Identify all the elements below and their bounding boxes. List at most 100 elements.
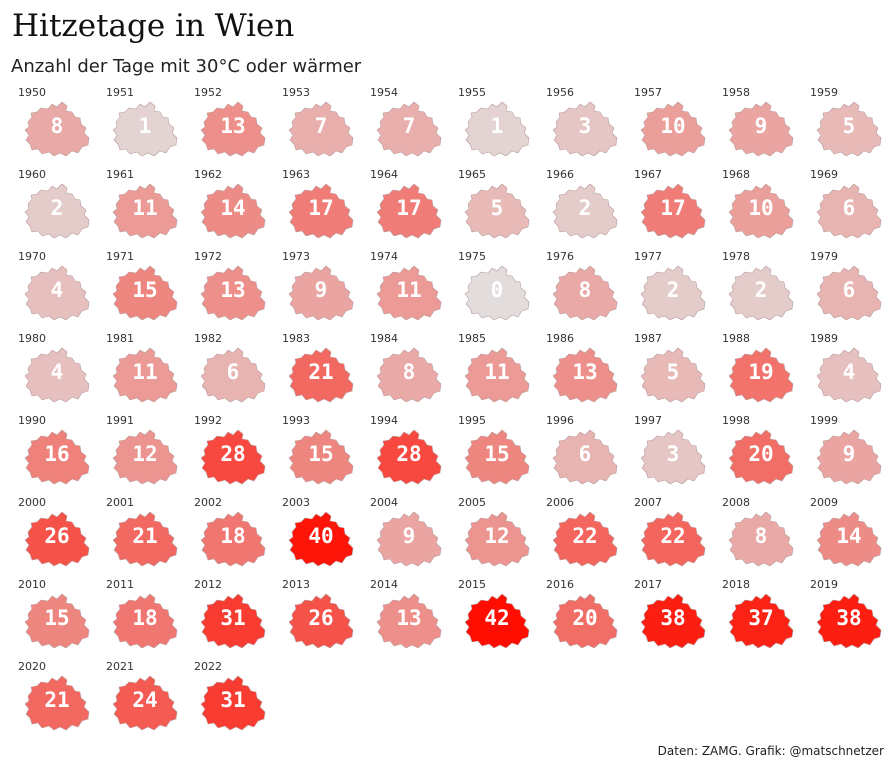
heatmap-cell: 1960 2 — [18, 168, 98, 248]
vienna-outline-shape — [464, 511, 530, 567]
year-label: 2012 — [194, 578, 222, 591]
year-label: 1977 — [634, 250, 662, 263]
heatmap-cell: 1966 2 — [546, 168, 626, 248]
vienna-outline-fill — [24, 347, 90, 403]
hot-days-value: 14 — [836, 524, 862, 548]
heatmap-cell: 1954 7 — [370, 86, 450, 166]
heatmap-cell: 1999 9 — [810, 414, 890, 494]
heatmap-cell: 2001 21 — [106, 496, 186, 576]
heatmap-cell: 1997 3 — [634, 414, 714, 494]
vienna-outline-shape — [464, 429, 530, 485]
hot-days-value: 13 — [572, 360, 598, 384]
hot-days-value: 42 — [484, 606, 510, 630]
vienna-outline-fill — [816, 183, 882, 239]
vienna-outline-fill — [464, 183, 530, 239]
heatmap-cell: 2017 38 — [634, 578, 714, 658]
vienna-outline-fill — [376, 429, 442, 485]
heatmap-cell: 2004 9 — [370, 496, 450, 576]
hot-days-value: 6 — [842, 278, 856, 302]
year-label: 1990 — [18, 414, 46, 427]
vienna-outline-shape — [640, 183, 706, 239]
vienna-outline-shape — [816, 429, 882, 485]
vienna-outline-fill — [112, 265, 178, 321]
heatmap-cell: 1961 11 — [106, 168, 186, 248]
vienna-outline-fill — [464, 511, 530, 567]
vienna-outline-shape — [464, 347, 530, 403]
hot-days-value: 13 — [220, 114, 246, 138]
heatmap-cell: 1972 13 — [194, 250, 274, 330]
hot-days-value: 31 — [220, 606, 246, 630]
vienna-outline-shape — [728, 593, 794, 649]
year-label: 1978 — [722, 250, 750, 263]
year-label: 1983 — [282, 332, 310, 345]
hot-days-value: 19 — [748, 360, 774, 384]
vienna-outline-fill — [24, 429, 90, 485]
year-label: 1999 — [810, 414, 838, 427]
vienna-outline-shape — [376, 265, 442, 321]
year-label: 1973 — [282, 250, 310, 263]
hot-days-value: 22 — [572, 524, 598, 548]
vienna-outline-fill — [728, 101, 794, 157]
heatmap-cell: 1971 15 — [106, 250, 186, 330]
hot-days-value: 10 — [748, 196, 774, 220]
vienna-outline-shape — [288, 183, 354, 239]
hot-days-value: 20 — [748, 442, 774, 466]
vienna-outline-shape — [288, 511, 354, 567]
year-label: 1997 — [634, 414, 662, 427]
vienna-outline-shape — [24, 265, 90, 321]
heatmap-cell: 2014 13 — [370, 578, 450, 658]
heatmap-cell: 2006 22 — [546, 496, 626, 576]
hot-days-value: 24 — [132, 688, 158, 712]
vienna-outline-fill — [24, 593, 90, 649]
hot-days-value: 0 — [490, 278, 504, 302]
heatmap-cell: 1976 8 — [546, 250, 626, 330]
year-label: 2016 — [546, 578, 574, 591]
vienna-outline-fill — [112, 429, 178, 485]
year-label: 1954 — [370, 86, 398, 99]
heatmap-cell: 1951 1 — [106, 86, 186, 166]
vienna-outline-fill — [728, 511, 794, 567]
heatmap-cell: 2007 22 — [634, 496, 714, 576]
vienna-outline-fill — [552, 429, 618, 485]
vienna-outline-shape — [376, 183, 442, 239]
year-label: 1971 — [106, 250, 134, 263]
year-label: 1984 — [370, 332, 398, 345]
vienna-outline-shape — [728, 101, 794, 157]
vienna-outline-shape — [24, 511, 90, 567]
hot-days-value: 10 — [660, 114, 686, 138]
heatmap-cell: 1965 5 — [458, 168, 538, 248]
hot-days-value: 40 — [308, 524, 334, 548]
vienna-outline-shape — [112, 429, 178, 485]
year-label: 1979 — [810, 250, 838, 263]
hot-days-value: 11 — [484, 360, 510, 384]
vienna-outline-shape — [376, 101, 442, 157]
vienna-outline-shape — [816, 265, 882, 321]
vienna-outline-shape — [728, 429, 794, 485]
vienna-outline-fill — [200, 675, 266, 731]
vienna-outline-shape — [288, 347, 354, 403]
heatmap-cell: 1979 6 — [810, 250, 890, 330]
year-label: 2001 — [106, 496, 134, 509]
vienna-outline-fill — [552, 511, 618, 567]
vienna-outline-fill — [816, 511, 882, 567]
year-label: 1998 — [722, 414, 750, 427]
vienna-outline-shape — [200, 265, 266, 321]
vienna-outline-shape — [288, 265, 354, 321]
vienna-outline-fill — [112, 675, 178, 731]
heatmap-cell: 1996 6 — [546, 414, 626, 494]
year-label: 1992 — [194, 414, 222, 427]
hot-days-value: 5 — [490, 196, 504, 220]
vienna-outline-fill — [200, 593, 266, 649]
hot-days-value: 9 — [402, 524, 416, 548]
vienna-outline-fill — [376, 101, 442, 157]
year-label: 1968 — [722, 168, 750, 181]
vienna-outline-fill — [288, 511, 354, 567]
vienna-outline-fill — [112, 347, 178, 403]
year-label: 1969 — [810, 168, 838, 181]
heatmap-cell: 2002 18 — [194, 496, 274, 576]
year-label: 2018 — [722, 578, 750, 591]
vienna-outline-shape — [464, 265, 530, 321]
hot-days-value: 17 — [308, 196, 334, 220]
vienna-outline-fill — [376, 511, 442, 567]
heatmap-cell: 1990 16 — [18, 414, 98, 494]
